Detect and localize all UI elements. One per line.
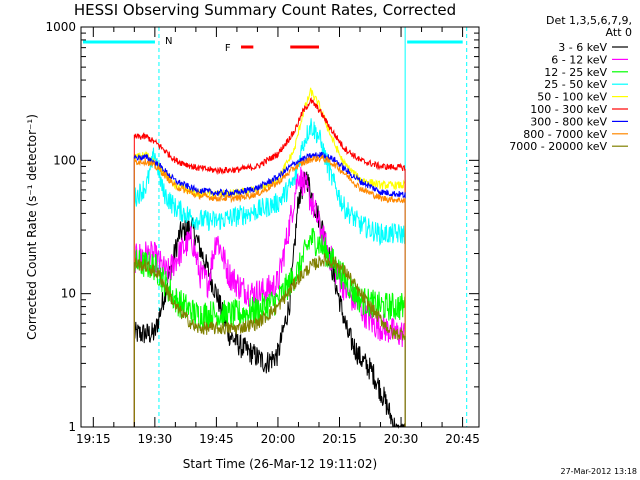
legend-label-8: 7000 - 20000 keV	[509, 140, 607, 153]
y-tick-label-1: 10	[61, 287, 76, 301]
x-tick-label-6: 20:45	[445, 432, 480, 446]
legend-label-5: 100 - 300 keV	[530, 103, 607, 116]
legend-header-line-0: Det 1,3,5,6,7,9,	[546, 14, 632, 27]
y-tick-label-2: 100	[53, 153, 76, 167]
x-tick-label-5: 20:30	[384, 432, 419, 446]
legend-label-0: 3 - 6 keV	[558, 41, 607, 54]
timestamp: 27-Mar-2012 13:18	[561, 467, 638, 476]
series-line-100to300keV	[133, 97, 406, 427]
legend-label-1: 6 - 12 keV	[551, 53, 607, 66]
legend-label-2: 12 - 25 keV	[544, 66, 607, 79]
legend-header-line-1: Att 0	[606, 26, 632, 39]
x-tick-label-3: 20:00	[261, 432, 296, 446]
series-lines	[133, 87, 406, 429]
x-tick-label-4: 20:15	[322, 432, 357, 446]
x-tick-label-0: 19:15	[76, 432, 111, 446]
plot-frame	[80, 26, 480, 428]
series-line-3to6keV	[133, 171, 406, 429]
y-tick-label-0: 1	[68, 420, 76, 434]
y-axis-label: Corrected Count Rate (s⁻¹ detector⁻¹)	[25, 114, 39, 340]
series-line-800to7000keV	[133, 154, 406, 427]
axes: 19:15 19:30 19:45 20:00 20:15 20:30 20:45 1 10 10…	[45, 20, 479, 446]
x-axis-label: Start Time (26-Mar-12 19:11:02)	[183, 457, 377, 471]
series-line-25to50keV	[133, 118, 406, 427]
y-tick-label-3: 1000	[45, 20, 76, 34]
legend-label-7: 800 - 7000 keV	[523, 128, 607, 141]
legend-label-4: 50 - 100 keV	[537, 91, 607, 104]
legend-label-6: 300 - 800 keV	[530, 115, 607, 128]
annotation-n: N	[165, 36, 172, 47]
annotation-f: F	[225, 43, 231, 54]
chart-title: HESSI Observing Summary Count Rates, Cor…	[74, 1, 456, 19]
x-tick-label-2: 19:45	[199, 432, 234, 446]
series-line-7000to20000keV	[133, 252, 406, 427]
series-line-300to800keV	[133, 151, 406, 427]
legend-label-3: 25 - 50 keV	[544, 78, 607, 91]
x-tick-label-1: 19:30	[138, 432, 173, 446]
